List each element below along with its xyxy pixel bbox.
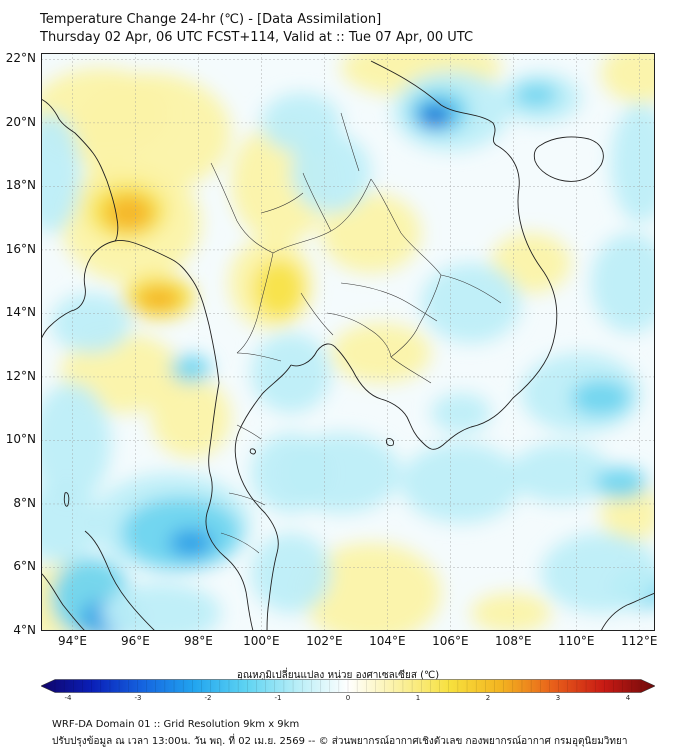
- lat-label: 20°N: [5, 114, 36, 129]
- lat-label: 4°N: [13, 623, 36, 637]
- island-phuquoc: [386, 438, 394, 447]
- colorbar-tick-label: -2: [204, 694, 212, 702]
- lat-label: 10°N: [5, 432, 36, 447]
- footer-model-info: WRF-DA Domain 01 :: Grid Resolution 9km …: [52, 719, 300, 730]
- coastline-mainland-east: [290, 60, 558, 450]
- lon-label: 102°E: [306, 634, 343, 648]
- coastline-myanmar: [70, 240, 220, 384]
- field-blob-deep-blue: [425, 109, 445, 125]
- colorbar-tick-label: 2: [485, 694, 491, 702]
- lat-label: 18°N: [5, 178, 36, 193]
- field-blob-blue: [169, 529, 213, 557]
- field-blob-light-blue: [541, 533, 655, 613]
- colorbar-title: อุณหภูมิเปลี่ยนแปลง หน่วย องศาเซลเซียส (…: [236, 670, 440, 681]
- province-borders: [210, 112, 502, 554]
- lon-label: 110°E: [558, 634, 595, 648]
- colorbar-tick-label: 4: [625, 694, 631, 702]
- colorbar-tick-label: 1: [415, 694, 421, 702]
- field-blob-light-yellow: [491, 233, 571, 293]
- field-blob-orange: [137, 287, 181, 311]
- field-blob-light-blue: [41, 383, 111, 503]
- field-blob-light-yellow: [331, 323, 431, 383]
- lat-label: 12°N: [5, 368, 36, 383]
- field-blob-light-blue: [251, 533, 331, 613]
- coastline-bangladesh: [41, 98, 119, 242]
- field-blob-light-blue: [431, 393, 491, 433]
- field-blob-yellow: [253, 259, 305, 319]
- colorbar-tick-label: 0: [345, 694, 351, 702]
- colorbar-tick-label: -3: [134, 694, 142, 702]
- sumatra-coast: [41, 530, 156, 631]
- coastline-bay: [41, 310, 72, 340]
- lon-label: 100°E: [243, 634, 280, 648]
- field-blob-light-blue: [41, 113, 81, 233]
- map-canvas: [41, 53, 655, 631]
- island-andaman: [63, 492, 70, 507]
- colorbar-tick-label: -1: [274, 694, 282, 702]
- field-blob-light-yellow: [321, 193, 421, 273]
- lon-label: 98°E: [183, 634, 213, 648]
- field-blob-orange: [105, 195, 153, 231]
- field-blob-cyan: [571, 380, 631, 416]
- map-title: Temperature Change 24-hr (℃) - [Data Ass…: [40, 12, 382, 27]
- lat-label: 6°N: [13, 559, 36, 574]
- map-frame: [41, 53, 655, 631]
- temperature-change-map: [41, 53, 655, 631]
- field-blob-light-blue: [41, 483, 101, 563]
- lat-label: 8°N: [13, 495, 36, 510]
- field-blob-light-blue: [101, 583, 221, 631]
- field-blob-light-blue: [611, 103, 655, 223]
- colorbar: [40, 678, 656, 697]
- temperature-field: [41, 53, 655, 631]
- field-blob-light-yellow: [151, 378, 231, 458]
- lat-label: 22°N: [5, 51, 36, 66]
- borneo-coast: [600, 592, 655, 631]
- field-blob-light-yellow: [471, 593, 551, 631]
- field-blob-light-blue: [401, 443, 521, 523]
- lon-label: 104°E: [369, 634, 406, 648]
- graticule: [41, 53, 655, 631]
- field-blob-light-yellow: [71, 73, 231, 193]
- lon-label: 96°E: [121, 634, 150, 648]
- field-blob-cyan: [514, 83, 558, 107]
- map-subtitle: Thursday 02 Apr, 06 UTC FCST+114, Valid …: [40, 30, 474, 45]
- lat-label: 16°N: [5, 241, 36, 256]
- field-blob-light-yellow: [601, 53, 655, 103]
- island-samui: [249, 448, 256, 455]
- field-blob-light-blue: [251, 433, 331, 513]
- colorbar-tick-label: -4: [64, 694, 72, 702]
- lon-label: 94°E: [58, 634, 87, 648]
- field-blob-cyan: [595, 467, 647, 499]
- field-blob-cyan: [171, 355, 211, 383]
- coastline-andaman: [205, 382, 254, 631]
- coastline-gulf-west: [234, 364, 292, 631]
- field-blob-light-blue: [591, 233, 655, 333]
- field-blob-light-blue: [51, 293, 131, 353]
- coastlines: [41, 60, 655, 631]
- lat-label: 14°N: [5, 305, 36, 320]
- hainan-island: [533, 136, 604, 182]
- field-blob-light-blue: [251, 333, 331, 413]
- colorbar-tick-label: 3: [555, 694, 561, 702]
- field-blob-light-blue: [511, 443, 611, 503]
- field-blob-light-blue: [421, 263, 521, 343]
- lon-label: 108°E: [495, 634, 532, 648]
- footer-credit: ปรับปรุงข้อมูล ณ เวลา 13:00น. วัน พฤ. ที…: [52, 736, 628, 747]
- lon-label: 112°E: [621, 634, 658, 648]
- lon-label: 106°E: [432, 634, 469, 648]
- field-blob-light-blue: [291, 133, 371, 213]
- field-blob-light-yellow: [301, 543, 441, 631]
